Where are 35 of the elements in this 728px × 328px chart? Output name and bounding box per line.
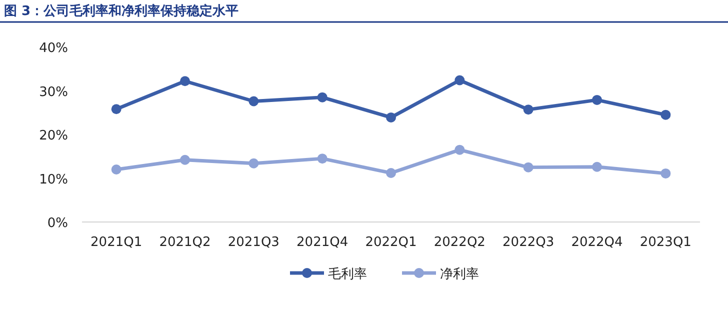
x-tick-label: 2021Q3 [228, 235, 280, 250]
point [386, 112, 396, 122]
x-tick-label: 2022Q1 [365, 235, 417, 250]
point [248, 96, 259, 106]
y-tick-label: 30% [39, 84, 68, 100]
point [454, 75, 465, 86]
y-tick-label: 40% [39, 41, 68, 56]
point [180, 76, 190, 86]
x-tick-label: 2021Q1 [90, 235, 142, 250]
x-tick-label: 2022Q4 [571, 235, 623, 250]
point [386, 168, 396, 178]
point [523, 104, 534, 115]
legend-label: 毛利率 [328, 266, 367, 282]
point [180, 154, 190, 165]
x-tick-label: 2023Q1 [640, 235, 692, 250]
legend-label: 净利率 [440, 266, 479, 282]
point [660, 168, 671, 178]
point [660, 110, 671, 120]
point [454, 144, 465, 155]
point [523, 162, 534, 172]
x-tick-label: 2022Q2 [434, 235, 486, 250]
y-tick-label: 0% [47, 216, 68, 231]
chart-title: 图 3：公司毛利率和净利率保持稳定水平 [4, 3, 239, 19]
x-tick-label: 2021Q2 [159, 235, 211, 250]
y-tick-label: 20% [39, 128, 68, 144]
point [592, 162, 602, 172]
point [592, 94, 602, 105]
x-tick-label: 2022Q3 [502, 235, 554, 250]
point [111, 104, 122, 114]
x-tick-label: 2021Q4 [296, 235, 348, 250]
point [317, 92, 328, 102]
point [111, 164, 122, 174]
y-tick-label: 10% [39, 172, 68, 188]
point [317, 154, 328, 164]
point [248, 158, 259, 168]
